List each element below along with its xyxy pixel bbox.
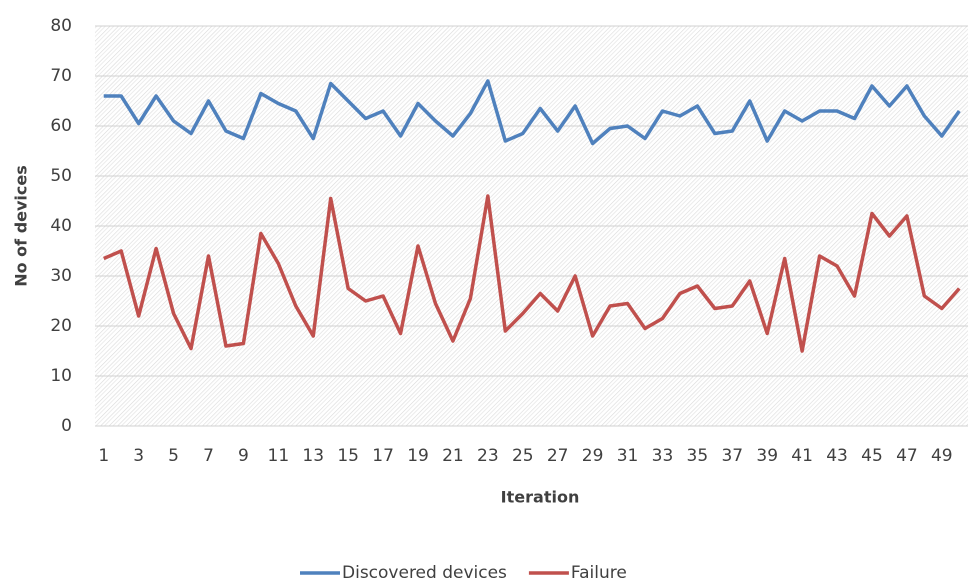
x-tick-label: 37	[721, 446, 743, 466]
y-tick-label: 30	[50, 266, 72, 286]
x-tick-label: 43	[826, 446, 848, 466]
x-tick-label: 9	[238, 446, 249, 466]
y-axis-title: No of devices	[12, 165, 31, 287]
x-tick-label: 3	[133, 446, 144, 466]
y-tick-label: 60	[50, 116, 72, 136]
x-tick-label: 15	[337, 446, 359, 466]
series-line	[103, 194, 961, 353]
x-tick-label: 47	[896, 446, 918, 466]
y-tick-label: 20	[50, 316, 72, 336]
x-axis-title: Iteration	[501, 488, 580, 507]
x-tick-label: 21	[442, 446, 464, 466]
x-tick-label: 29	[582, 446, 604, 466]
y-tick-label: 40	[50, 216, 72, 236]
x-tick-label: 27	[547, 446, 569, 466]
x-tick-label: 11	[268, 446, 290, 466]
x-tick-label: 33	[652, 446, 674, 466]
x-tick-label: 17	[372, 446, 394, 466]
y-tick-label: 80	[50, 16, 72, 36]
x-tick-label: 49	[931, 446, 953, 466]
legend-label: Discovered devices	[342, 563, 507, 582]
x-tick-label: 31	[617, 446, 639, 466]
x-tick-label: 23	[477, 446, 499, 466]
x-tick-label: 35	[687, 446, 709, 466]
x-tick-label: 39	[756, 446, 778, 466]
y-tick-label: 70	[50, 66, 72, 86]
x-tick-label: 13	[302, 446, 324, 466]
x-tick-label: 19	[407, 446, 429, 466]
series-line	[103, 79, 961, 146]
x-tick-label: 41	[791, 446, 813, 466]
x-tick-label: 1	[98, 446, 109, 466]
x-tick-label: 25	[512, 446, 534, 466]
x-tick-label: 45	[861, 446, 883, 466]
legend-label: Failure	[571, 563, 627, 582]
y-tick-label: 10	[50, 366, 72, 386]
x-tick-label: 7	[203, 446, 214, 466]
y-tick-label: 50	[50, 166, 72, 186]
x-tick-label: 5	[168, 446, 179, 466]
y-tick-label: 0	[61, 416, 72, 436]
